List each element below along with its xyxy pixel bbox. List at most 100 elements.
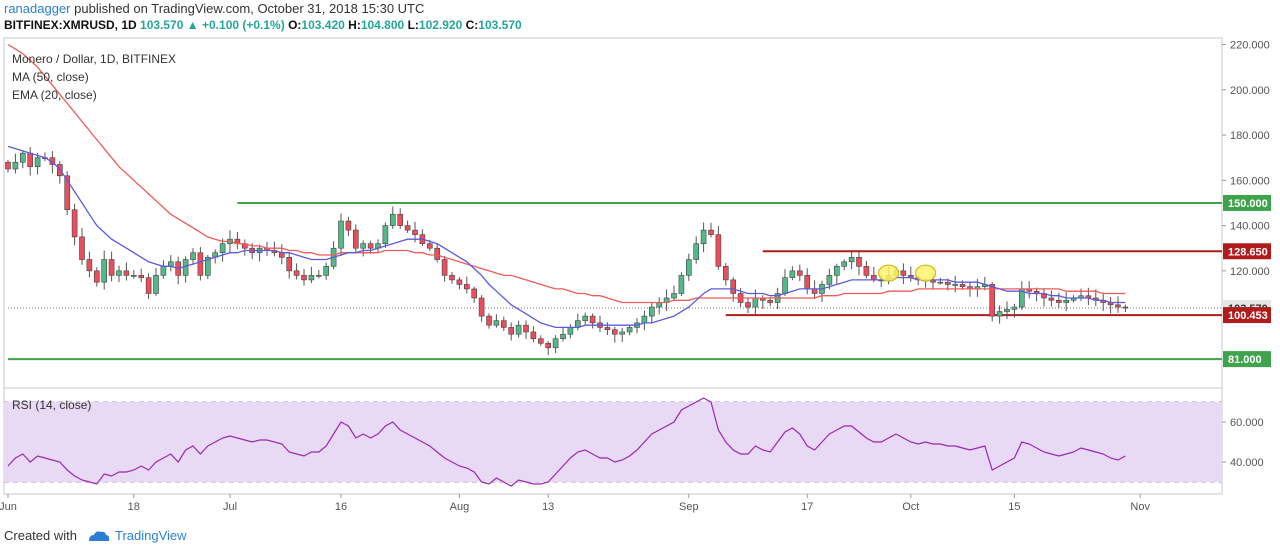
candle-body [160, 266, 167, 276]
level-badge [1223, 307, 1271, 324]
up-arrow-icon: ▲ [186, 18, 199, 32]
candle-body [671, 293, 677, 299]
legend-ma: MA (50, close) [12, 70, 89, 84]
candle-body [626, 327, 633, 333]
candle-body [389, 213, 396, 226]
candle-body [190, 252, 196, 260]
date-tick-label: Aug [450, 501, 470, 513]
candle-body [1011, 306, 1018, 310]
candle-body [123, 270, 130, 276]
chart-title: Monero / Dollar, 1D, BITFINEX [12, 52, 176, 66]
ma50-line [7, 43, 1126, 304]
candle-body [782, 277, 788, 294]
open-value: 103.420 [301, 18, 345, 32]
level-badge-label: 100.453 [1228, 310, 1268, 322]
candle-body [589, 315, 596, 324]
candle-body [611, 329, 618, 335]
candle-body [515, 324, 522, 335]
candle-body [567, 327, 574, 335]
candle-body [34, 157, 41, 168]
candle-body [523, 324, 529, 333]
candle-body [641, 315, 648, 324]
level-badge [1223, 351, 1271, 368]
candle-body [656, 302, 663, 308]
candle-body [345, 220, 352, 231]
symbol-info: BITFINEX:XMRUSD, 1D 103.570 ▲ +0.100 (+0… [4, 18, 522, 32]
candle-body [952, 284, 959, 286]
candle-body [552, 338, 559, 349]
candle-body [367, 243, 374, 249]
candle-body [1122, 306, 1129, 309]
candle-body [463, 284, 470, 290]
candle-body [449, 275, 455, 281]
candle-body [456, 279, 463, 285]
candle-body [730, 279, 737, 294]
candle-body [382, 225, 389, 244]
level-badge-label: 150.000 [1228, 198, 1268, 210]
close-label: C: [465, 18, 479, 32]
candle-body [293, 270, 300, 276]
high-label: H: [348, 18, 361, 32]
candle-body [811, 288, 818, 294]
candle-body [145, 277, 152, 294]
candle-body [693, 243, 700, 260]
date-tick-label: Jul [223, 501, 237, 513]
candle-body [722, 266, 729, 281]
high-value: 104.800 [360, 18, 405, 32]
candle-body [478, 297, 485, 317]
tradingview-link[interactable]: TradingView [114, 528, 187, 543]
candle-body [71, 209, 78, 238]
candle-body [1063, 299, 1069, 303]
ema20-line [7, 145, 1126, 329]
candle-body [397, 213, 404, 226]
date-tick-label: Oct [902, 501, 919, 513]
highlight-marker [915, 264, 937, 282]
candle-body [708, 229, 714, 235]
candle-body [826, 275, 833, 285]
candle-body [168, 261, 174, 267]
price-tick-label: 180.000 [1230, 130, 1270, 142]
candle-body [678, 275, 685, 294]
candle-body [486, 315, 492, 326]
candle-body [508, 327, 515, 335]
rsi-tick-label: 40.000 [1230, 457, 1264, 469]
candle-body [604, 327, 611, 330]
price-tick-label: 200.000 [1230, 85, 1270, 97]
level-badge-label: 128.650 [1228, 246, 1268, 258]
candle-body [493, 320, 500, 326]
candle-body [412, 229, 418, 235]
candle-body [1056, 299, 1062, 303]
date-tick-label: Jun [0, 501, 17, 513]
candle-body [841, 261, 848, 267]
candle-body [996, 311, 1003, 317]
candle-body [545, 342, 552, 349]
candle-body [323, 266, 330, 276]
price-change: +0.100 (+0.1%) [202, 18, 285, 32]
price-tick-label: 140.000 [1230, 221, 1270, 233]
candle-body [101, 259, 107, 283]
highlight-marker [878, 264, 900, 282]
candle-body [308, 275, 315, 281]
candle-body [1004, 309, 1010, 312]
candle-body [64, 175, 70, 211]
candle-body [856, 256, 862, 267]
candle-body [804, 275, 811, 290]
candle-body [426, 243, 433, 249]
highlight-markers [878, 264, 937, 282]
date-tick-label: 18 [128, 501, 140, 513]
candle-body [153, 275, 159, 294]
candle-body [1115, 304, 1121, 308]
candle-body [197, 252, 204, 276]
candle-body [352, 229, 359, 249]
candle-body [116, 270, 122, 276]
publish-date: published on TradingView.com, October 31… [74, 1, 425, 16]
chart-frame [3, 37, 1223, 495]
candle-body [900, 270, 907, 276]
author-link[interactable]: ranadagger [4, 1, 71, 16]
date-tick-label: Sep [679, 501, 699, 513]
candle-body [404, 225, 411, 231]
candle-body [441, 259, 448, 276]
date-tick-label: 15 [1008, 501, 1020, 513]
candle-body [752, 297, 759, 308]
